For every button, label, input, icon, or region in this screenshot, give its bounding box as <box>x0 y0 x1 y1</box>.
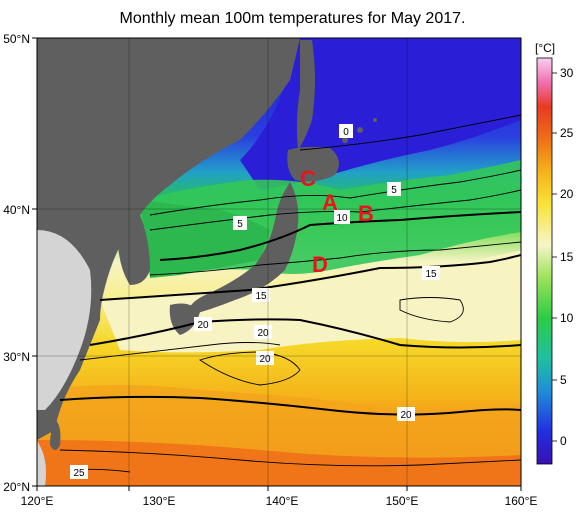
svg-text:20: 20 <box>257 328 269 339</box>
colorbar-tick-15: 15 <box>560 250 574 264</box>
colorbar-tick-30: 30 <box>560 66 574 80</box>
lon-label-160e: 160°E <box>505 494 538 508</box>
svg-text:25: 25 <box>73 468 85 479</box>
axis-ticks <box>32 37 522 491</box>
colorbar-tick-0: 0 <box>560 434 567 448</box>
marker-d: D <box>312 252 328 277</box>
lat-label-40n: 40°N <box>3 203 30 217</box>
region-markers: C A B D <box>300 166 374 277</box>
latitude-labels: 50°N 40°N 30°N 20°N <box>3 32 30 494</box>
lat-label-20n: 20°N <box>3 480 30 494</box>
contour-label-5a: 5 <box>387 182 401 196</box>
colorbar-tick-20: 20 <box>560 187 574 201</box>
svg-text:20: 20 <box>197 320 209 331</box>
svg-text:20: 20 <box>259 354 271 365</box>
marker-c: C <box>300 166 316 191</box>
contour-label-20b: 20 <box>254 325 272 339</box>
contour-labels: 0 5 5 10 15 15 20 20 20 20 25 <box>70 124 440 479</box>
contour-label-20d: 20 <box>397 407 415 421</box>
colorbar-tick-25: 25 <box>560 126 574 140</box>
lon-label-130e: 130°E <box>143 494 176 508</box>
map-title: Monthly mean 100m temperatures for May 2… <box>119 10 466 27</box>
map-frame <box>36 37 522 487</box>
graticule <box>37 38 521 486</box>
colorbar: [°C] 30 25 20 15 10 5 0 <box>535 41 574 465</box>
lat-label-30n: 30°N <box>3 350 30 364</box>
lon-label-150e: 150°E <box>386 494 419 508</box>
contour-label-25: 25 <box>70 465 88 479</box>
marker-b: B <box>358 201 374 226</box>
svg-text:5: 5 <box>237 219 243 230</box>
marker-a: A <box>322 190 338 215</box>
contour-label-0: 0 <box>339 124 353 138</box>
land <box>37 38 377 486</box>
temperature-field: 0 5 5 10 15 15 20 20 20 20 25 C A B D <box>37 38 521 486</box>
svg-text:0: 0 <box>343 127 349 138</box>
lon-label-140e: 140°E <box>266 494 299 508</box>
longitude-labels: 120°E 130°E 140°E 150°E 160°E <box>21 494 538 508</box>
colorbar-tick-5: 5 <box>560 373 567 387</box>
svg-text:15: 15 <box>255 291 267 302</box>
contour-lines <box>59 114 521 473</box>
svg-text:10: 10 <box>336 213 348 224</box>
lon-label-120e: 120°E <box>21 494 54 508</box>
svg-text:15: 15 <box>425 269 437 280</box>
colorbar-scale <box>536 57 553 465</box>
contour-label-5b: 5 <box>233 216 247 230</box>
contour-label-10: 10 <box>334 210 350 224</box>
contour-label-20a: 20 <box>194 317 212 331</box>
contour-label-20c: 20 <box>256 351 274 365</box>
contour-label-15a: 15 <box>422 266 440 280</box>
svg-text:5: 5 <box>391 185 397 196</box>
lat-label-50n: 50°N <box>3 32 30 46</box>
colorbar-unit: [°C] <box>535 41 555 55</box>
svg-text:20: 20 <box>400 410 412 421</box>
colorbar-tick-10: 10 <box>560 311 574 325</box>
contour-label-15b: 15 <box>252 288 270 302</box>
